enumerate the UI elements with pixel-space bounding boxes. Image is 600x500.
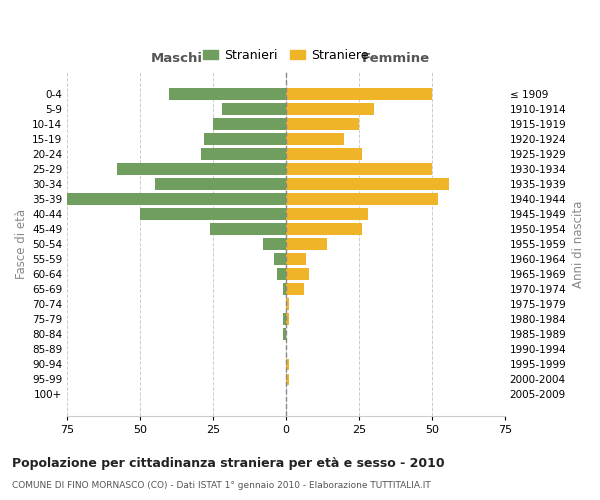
Bar (213, 118, 286, 130)
Y-axis label: Fasce di età: Fasce di età (15, 209, 28, 279)
Bar (286, 133, 344, 144)
Bar (155, 178, 286, 190)
Bar (286, 298, 289, 310)
Bar (286, 254, 307, 265)
Bar (117, 163, 286, 175)
Bar (286, 223, 362, 235)
Bar (286, 118, 359, 130)
Bar (286, 178, 449, 190)
Bar (277, 268, 286, 280)
Bar (283, 328, 286, 340)
Bar (274, 254, 286, 265)
Bar (286, 314, 289, 325)
Bar (286, 374, 289, 386)
Bar (286, 284, 304, 295)
Bar (140, 208, 286, 220)
Bar (222, 103, 286, 115)
Y-axis label: Anni di nascita: Anni di nascita (572, 200, 585, 288)
Text: Popolazione per cittadinanza straniera per età e sesso - 2010: Popolazione per cittadinanza straniera p… (12, 458, 445, 470)
Bar (286, 238, 327, 250)
Bar (286, 148, 362, 160)
Bar (169, 88, 286, 100)
Bar (286, 88, 432, 100)
Bar (286, 208, 368, 220)
Bar (202, 148, 286, 160)
Bar (286, 163, 432, 175)
Text: Maschi: Maschi (151, 52, 203, 66)
Bar (205, 133, 286, 144)
Bar (67, 193, 286, 205)
Legend: Stranieri, Straniere: Stranieri, Straniere (198, 44, 374, 67)
Text: Femmine: Femmine (361, 52, 430, 66)
Bar (283, 314, 286, 325)
Bar (286, 193, 438, 205)
Bar (283, 284, 286, 295)
Bar (286, 358, 289, 370)
Text: COMUNE DI FINO MORNASCO (CO) - Dati ISTAT 1° gennaio 2010 - Elaborazione TUTTITA: COMUNE DI FINO MORNASCO (CO) - Dati ISTA… (12, 481, 431, 490)
Bar (263, 238, 286, 250)
Bar (286, 103, 374, 115)
Bar (286, 268, 310, 280)
Bar (210, 223, 286, 235)
